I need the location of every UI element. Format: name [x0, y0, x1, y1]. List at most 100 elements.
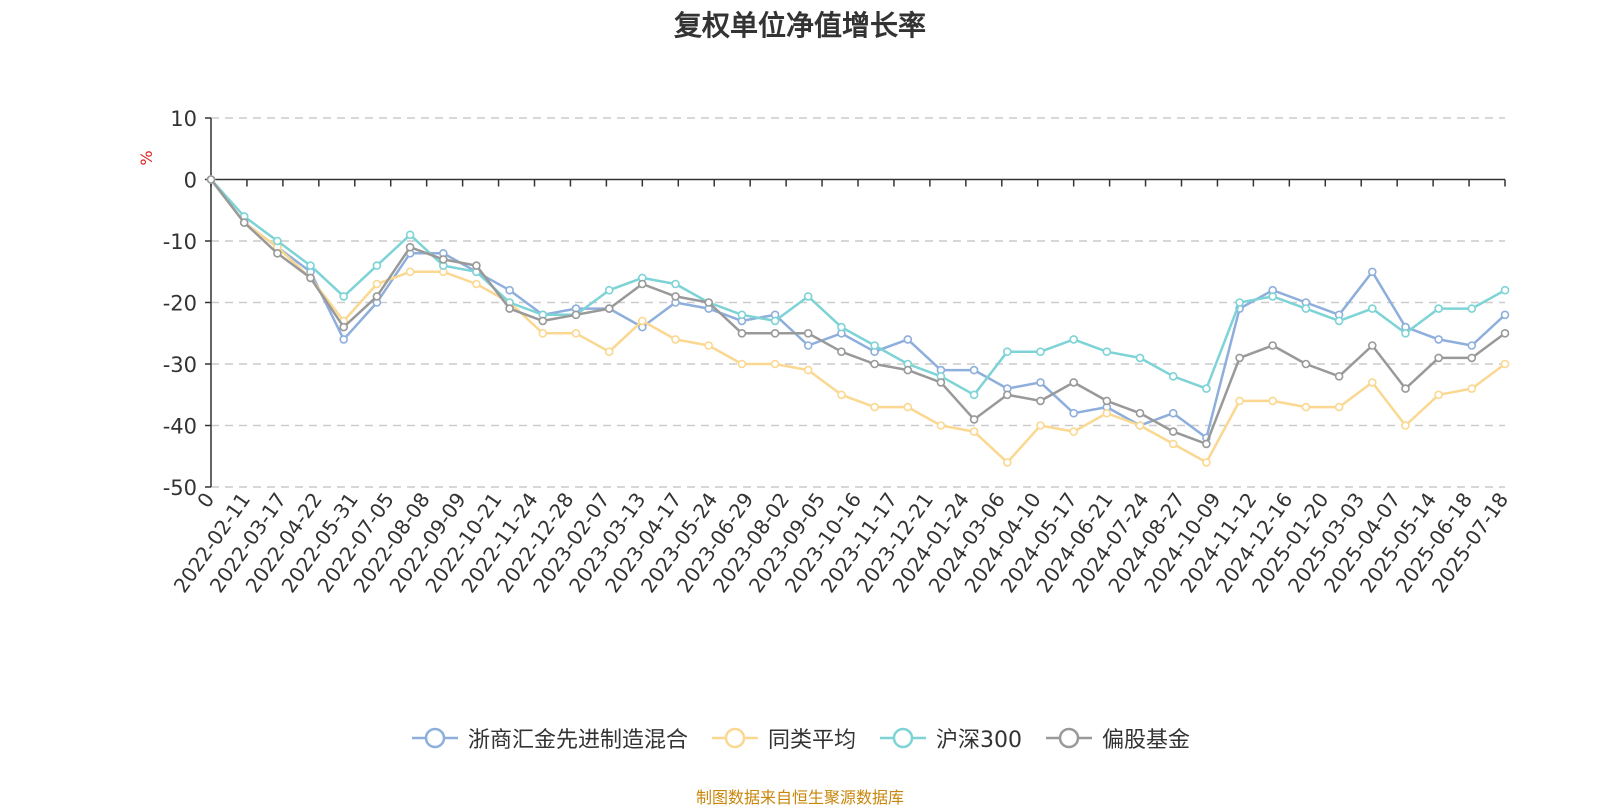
data-point[interactable] — [405, 267, 415, 277]
data-point[interactable] — [1235, 353, 1244, 363]
data-point[interactable] — [837, 347, 846, 357]
data-point[interactable] — [604, 304, 614, 313]
data-point[interactable] — [1301, 359, 1311, 369]
data-point[interactable] — [339, 292, 349, 301]
data-point[interactable] — [1268, 341, 1277, 350]
data-point[interactable] — [1069, 335, 1078, 344]
data-point[interactable] — [1467, 304, 1477, 313]
data-point[interactable] — [770, 316, 780, 326]
data-point[interactable] — [803, 365, 813, 375]
data-point[interactable] — [903, 365, 913, 375]
data-point[interactable] — [1036, 396, 1045, 406]
data-point[interactable] — [1102, 396, 1112, 406]
data-point[interactable] — [1168, 371, 1178, 381]
data-point[interactable] — [704, 298, 714, 307]
data-point[interactable] — [1368, 267, 1377, 277]
data-point[interactable] — [837, 322, 846, 332]
data-point[interactable] — [1500, 359, 1510, 369]
data-point[interactable] — [671, 335, 680, 344]
data-point[interactable] — [1202, 458, 1211, 467]
data-point[interactable] — [1102, 347, 1112, 357]
data-point[interactable] — [637, 316, 647, 326]
data-point[interactable] — [1235, 396, 1244, 406]
data-point[interactable] — [1467, 384, 1477, 393]
data-point[interactable] — [1168, 427, 1178, 436]
data-point[interactable] — [969, 390, 979, 400]
data-point[interactable] — [1401, 328, 1410, 338]
data-point[interactable] — [903, 335, 913, 344]
data-point[interactable] — [571, 310, 581, 320]
data-point[interactable] — [737, 359, 747, 369]
data-point[interactable] — [1500, 285, 1510, 295]
data-point[interactable] — [1467, 353, 1477, 363]
data-point[interactable] — [803, 341, 813, 350]
data-point[interactable] — [1301, 402, 1311, 412]
data-point[interactable] — [1401, 384, 1410, 393]
data-point[interactable] — [870, 402, 879, 412]
data-point[interactable] — [936, 378, 946, 387]
data-point[interactable] — [1467, 341, 1477, 350]
data-point[interactable] — [1334, 316, 1344, 326]
data-point[interactable] — [936, 421, 946, 430]
data-point[interactable] — [1434, 353, 1443, 363]
data-point[interactable] — [1036, 378, 1045, 387]
data-point[interactable] — [1301, 304, 1311, 313]
data-point[interactable] — [1368, 378, 1377, 387]
data-point[interactable] — [1434, 390, 1443, 400]
data-point[interactable] — [472, 279, 481, 289]
data-point[interactable] — [1368, 341, 1377, 350]
data-point[interactable] — [239, 218, 249, 227]
data-point[interactable] — [1268, 396, 1277, 406]
data-point[interactable] — [306, 261, 315, 270]
data-point[interactable] — [472, 261, 481, 270]
data-point[interactable] — [770, 359, 780, 369]
legend-item-1[interactable]: 同类平均 — [710, 722, 856, 754]
data-point[interactable] — [372, 292, 382, 301]
data-point[interactable] — [206, 175, 216, 184]
data-point[interactable] — [837, 390, 846, 400]
data-point[interactable] — [803, 328, 813, 338]
data-point[interactable] — [505, 304, 514, 313]
data-point[interactable] — [1036, 421, 1045, 430]
data-point[interactable] — [1334, 371, 1344, 381]
data-point[interactable] — [1135, 353, 1145, 363]
data-point[interactable] — [1135, 408, 1145, 418]
data-point[interactable] — [969, 365, 979, 375]
data-point[interactable] — [405, 242, 415, 252]
data-point[interactable] — [604, 347, 614, 357]
data-point[interactable] — [1235, 298, 1244, 307]
data-point[interactable] — [1202, 384, 1211, 393]
data-point[interactable] — [1434, 304, 1443, 313]
data-point[interactable] — [637, 279, 647, 289]
data-point[interactable] — [1268, 292, 1277, 301]
data-point[interactable] — [1500, 310, 1510, 320]
data-point[interactable] — [770, 328, 780, 338]
data-point[interactable] — [405, 230, 415, 240]
data-point[interactable] — [372, 279, 382, 289]
data-point[interactable] — [1002, 458, 1012, 467]
data-point[interactable] — [1102, 408, 1112, 418]
data-point[interactable] — [339, 322, 349, 332]
legend-item-2[interactable]: 沪深300 — [878, 722, 1022, 754]
data-point[interactable] — [1368, 304, 1377, 313]
data-point[interactable] — [538, 316, 548, 326]
data-point[interactable] — [969, 415, 979, 424]
data-point[interactable] — [704, 341, 714, 350]
data-point[interactable] — [1401, 421, 1410, 430]
data-point[interactable] — [538, 328, 548, 338]
data-point[interactable] — [273, 249, 282, 258]
data-point[interactable] — [1168, 439, 1178, 449]
data-point[interactable] — [1434, 335, 1443, 344]
data-point[interactable] — [969, 427, 979, 436]
data-point[interactable] — [737, 310, 747, 320]
data-point[interactable] — [571, 328, 581, 338]
data-point[interactable] — [1135, 421, 1145, 430]
data-point[interactable] — [604, 285, 614, 295]
data-point[interactable] — [273, 236, 282, 246]
data-point[interactable] — [306, 273, 315, 283]
data-point[interactable] — [1069, 408, 1078, 418]
data-point[interactable] — [903, 402, 913, 412]
data-point[interactable] — [671, 292, 680, 301]
data-point[interactable] — [1002, 347, 1012, 357]
data-point[interactable] — [1500, 328, 1510, 338]
